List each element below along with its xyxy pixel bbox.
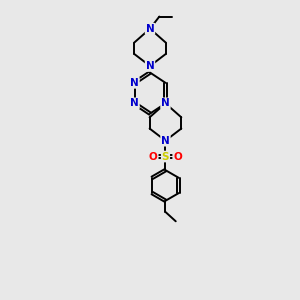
Text: N: N	[146, 61, 154, 71]
Text: O: O	[173, 152, 182, 161]
Text: N: N	[161, 98, 170, 108]
Text: N: N	[161, 136, 170, 146]
Text: N: N	[130, 98, 139, 108]
Text: N: N	[130, 78, 139, 88]
Text: S: S	[162, 152, 169, 161]
Text: N: N	[146, 24, 154, 34]
Text: O: O	[149, 152, 158, 161]
